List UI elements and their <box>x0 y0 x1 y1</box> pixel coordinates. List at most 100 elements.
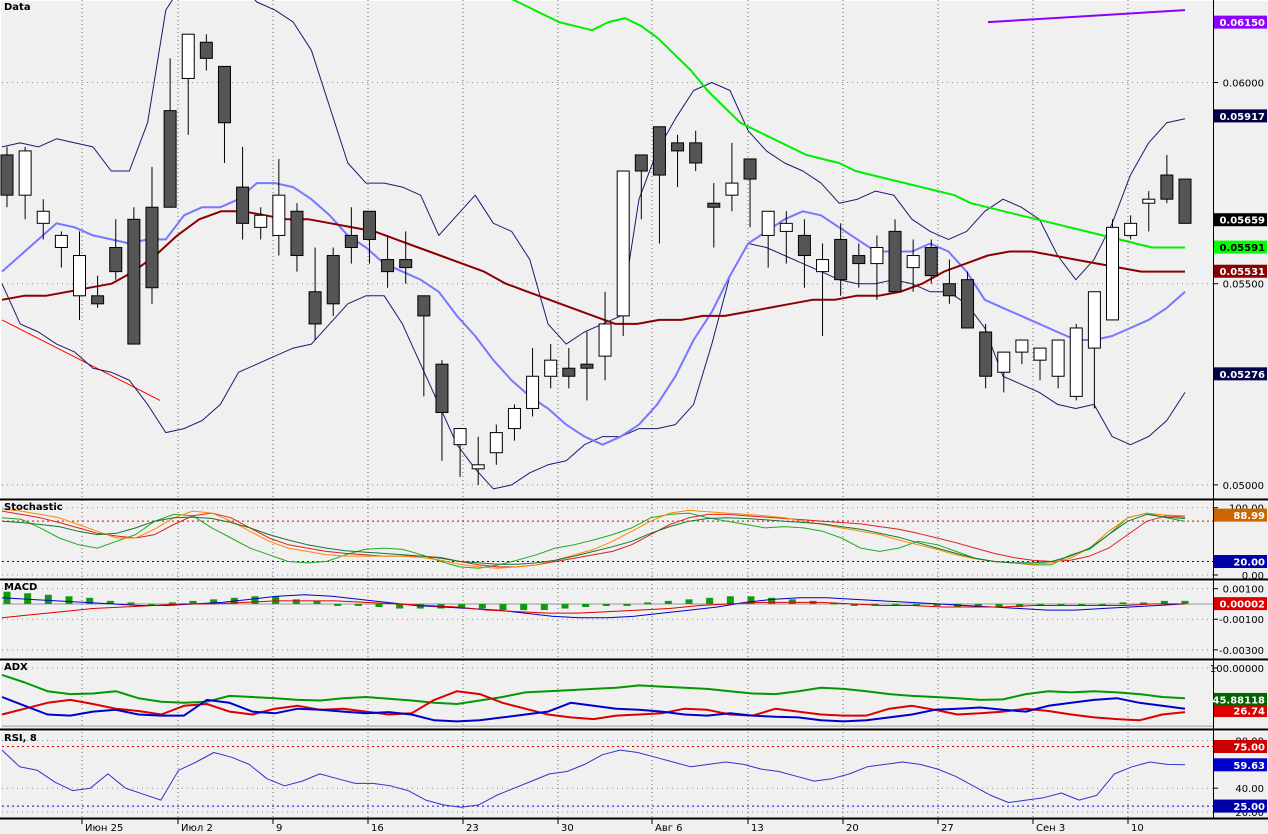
stochastic-y-tick-label: 0.00 <box>1242 571 1264 582</box>
candle-up <box>1142 198 1156 204</box>
price-tag-label: 0.05276 <box>1219 370 1265 381</box>
macd-histogram-bar <box>644 602 652 605</box>
adx-plot-area <box>1 662 1213 729</box>
macd-histogram-bar <box>499 603 507 611</box>
macd-histogram-bar <box>788 599 796 604</box>
candle-down <box>942 283 956 297</box>
macd-histogram-bar <box>148 603 156 606</box>
bollinger-upper-line <box>1 0 1186 345</box>
price-y-tick-label: 0.05000 <box>1223 481 1264 492</box>
candle-up <box>761 210 775 236</box>
candle-up <box>181 33 195 79</box>
macd-histogram-bar <box>540 603 548 611</box>
time-tick-label: 13 <box>751 823 764 834</box>
candle-up <box>906 255 920 269</box>
macd-tag-box <box>1214 597 1267 611</box>
candle-up <box>471 464 485 470</box>
macd-histogram-bar <box>189 600 197 604</box>
macd-histogram-bar <box>582 603 590 607</box>
price-ma-green-line <box>511 0 1185 249</box>
candle-up <box>507 407 521 430</box>
price-tag-label: 0.06150 <box>1219 18 1265 29</box>
macd-histogram-bar <box>995 603 1003 607</box>
candle-down <box>580 363 594 369</box>
price-ma-purple-line <box>987 9 1186 24</box>
time-tick-label: 23 <box>466 823 479 834</box>
adx-y-tick-label: 100.00000 <box>1210 664 1264 675</box>
candle-up <box>36 210 50 224</box>
candle-up <box>870 246 884 265</box>
macd-histogram-bar <box>127 602 135 605</box>
candle-up <box>1124 222 1138 236</box>
rsi-line <box>1 749 1186 808</box>
macd-histogram-bar <box>561 603 569 609</box>
candle-down <box>689 142 703 164</box>
macd-histogram-bar <box>1057 603 1065 606</box>
adx-main-tag-label: 45.88118 <box>1212 695 1265 706</box>
macd-histogram-bar <box>106 600 114 604</box>
time-tick-label: Июн 25 <box>85 823 123 834</box>
time-tick-label: 16 <box>371 823 384 834</box>
candle-down <box>399 259 413 269</box>
candle-down <box>236 186 250 224</box>
candle-down <box>326 255 340 305</box>
macd-signal-line <box>1 600 1185 619</box>
time-tick-label: Июл 2 <box>181 823 213 834</box>
macd-histogram-bar <box>1016 603 1024 607</box>
candle-down <box>344 234 358 248</box>
candle-up <box>816 259 830 273</box>
candle-down <box>417 295 431 317</box>
macd-histogram-bar <box>602 603 610 606</box>
candle-up <box>453 428 467 446</box>
adx-minus-di-tag-box <box>1214 704 1267 718</box>
price-tag-label: 0.05659 <box>1219 216 1265 227</box>
candle-up <box>725 182 739 196</box>
stochastic-tag-box <box>1214 555 1267 569</box>
candle-down <box>634 154 648 172</box>
price-plot-area <box>1 1 1213 499</box>
price-tag-label: 0.05591 <box>1219 243 1265 254</box>
macd-histogram-bar <box>24 593 32 604</box>
price-tag-label: 0.05531 <box>1219 267 1265 278</box>
candle-down <box>145 206 159 289</box>
price-tag-box <box>1214 367 1267 381</box>
candle-down <box>290 210 304 257</box>
candle-down <box>308 291 322 325</box>
stochastic-tag-label: 88.99 <box>1233 511 1265 522</box>
candle-up <box>1015 339 1029 353</box>
candle-down <box>127 218 141 345</box>
macd-histogram-bar <box>706 597 714 604</box>
price-tag-box <box>1214 213 1267 227</box>
stochastic-line-2 <box>1 510 1186 568</box>
stochastic-tag-label: 20.00 <box>1233 558 1265 569</box>
price-panel-title: Data <box>4 2 31 13</box>
price-trend-line <box>1 319 161 401</box>
adx-main-tag-box <box>1214 692 1267 706</box>
time-tick-label: 30 <box>561 823 574 834</box>
candle-up <box>72 255 86 297</box>
candle-down <box>362 210 376 240</box>
candle-down <box>671 142 685 152</box>
candle-down <box>435 363 449 413</box>
macd-histogram-bar <box>210 599 218 604</box>
candle-up <box>272 194 286 236</box>
macd-histogram-bar <box>664 600 672 604</box>
candle-down <box>852 255 866 265</box>
candle-down <box>217 65 231 124</box>
time-tick-label: 20 <box>846 823 859 834</box>
macd-histogram-bar <box>1078 603 1086 606</box>
time-tick-label: 9 <box>276 823 282 834</box>
macd-histogram-bar <box>251 596 259 604</box>
rsi-tag-box <box>1214 758 1267 772</box>
candle-up <box>1087 291 1101 349</box>
candle-down <box>979 331 993 377</box>
candle-down <box>1178 178 1192 224</box>
macd-histogram-bar <box>44 594 52 604</box>
macd-histogram-bar <box>520 603 528 611</box>
candle-up <box>18 150 32 196</box>
macd-histogram-bar <box>313 600 321 604</box>
adx-line-3 <box>1 696 1186 723</box>
time-tick-label: Авг 6 <box>655 823 683 834</box>
macd-histogram-bar <box>1119 602 1127 605</box>
